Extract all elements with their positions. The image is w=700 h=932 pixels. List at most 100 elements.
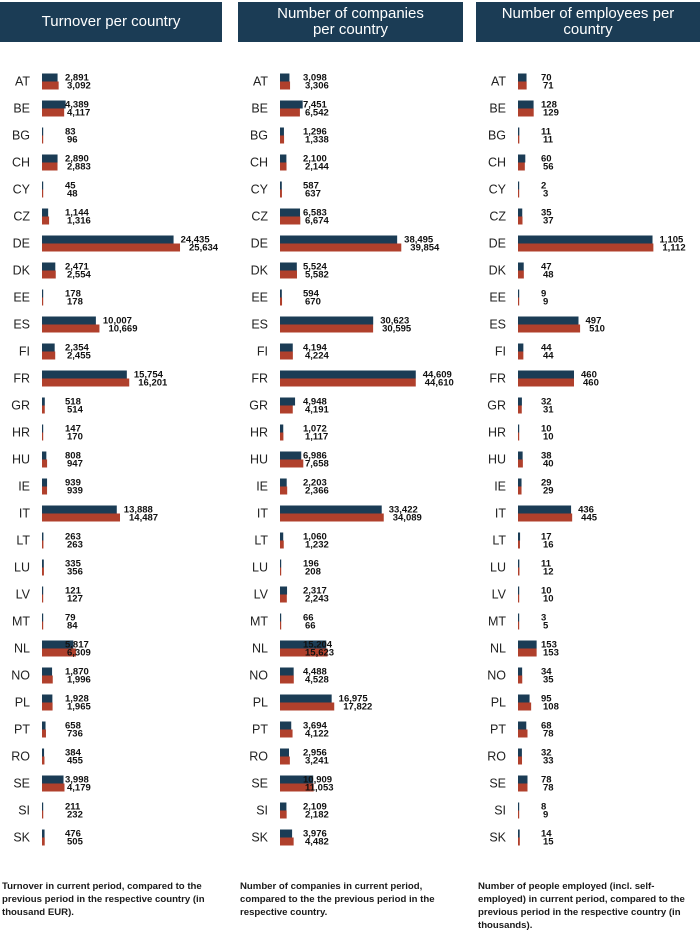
employees-value-current: 497 bbox=[586, 316, 602, 327]
employees-value-previous: 44 bbox=[543, 351, 554, 362]
turnover-bar-previous bbox=[42, 594, 44, 603]
turnover-bar-current bbox=[42, 532, 44, 541]
turnover-bar-previous bbox=[42, 486, 48, 495]
employees-value-previous: 29 bbox=[543, 486, 554, 497]
turnover-value-previous: 514 bbox=[67, 405, 84, 416]
employees-category-label: PL bbox=[491, 696, 506, 710]
employees-bar-previous bbox=[518, 378, 574, 387]
companies-bar-previous bbox=[280, 189, 282, 198]
turnover-bar-previous bbox=[42, 459, 48, 468]
companies-value-previous: 5,582 bbox=[305, 270, 329, 281]
turnover-category-label: IE bbox=[18, 480, 30, 494]
employees-value-previous: 108 bbox=[543, 702, 559, 713]
turnover-value-previous: 736 bbox=[67, 729, 83, 740]
employees-value-current: 2 bbox=[541, 181, 546, 192]
turnover-value-current: 10,007 bbox=[103, 316, 132, 327]
companies-bar-current bbox=[280, 424, 284, 433]
turnover-category-label: LU bbox=[14, 561, 30, 575]
companies-category-label: CH bbox=[250, 156, 268, 170]
employees-bar-current bbox=[518, 424, 520, 433]
employees-bar-previous bbox=[518, 270, 524, 279]
turnover-value-current: 384 bbox=[65, 748, 82, 759]
companies-category-label: AT bbox=[253, 75, 268, 89]
employees-category-label: CH bbox=[488, 156, 506, 170]
turnover-value-current: 45 bbox=[65, 181, 76, 192]
employees-value-current: 47 bbox=[541, 262, 552, 273]
companies-bar-previous bbox=[280, 162, 287, 171]
companies-value-current: 2,203 bbox=[303, 478, 327, 489]
turnover-bar-previous bbox=[42, 351, 56, 360]
turnover-value-current: 147 bbox=[65, 424, 81, 435]
companies-bar-current bbox=[280, 640, 327, 649]
turnover-bar-current bbox=[42, 802, 44, 811]
companies-bar-current bbox=[280, 748, 289, 757]
turnover-bar-current bbox=[42, 667, 53, 676]
companies-bar-current bbox=[280, 586, 288, 595]
companies-category-label: RO bbox=[249, 750, 268, 764]
turnover-bar-current bbox=[42, 100, 66, 109]
employees-value-previous: 10 bbox=[543, 594, 554, 605]
employees-value-current: 60 bbox=[541, 154, 552, 165]
turnover-category-label: PL bbox=[15, 696, 30, 710]
employees-category-label: IE bbox=[494, 480, 506, 494]
companies-bar-previous bbox=[280, 81, 291, 90]
turnover-bar-current bbox=[42, 775, 64, 784]
companies-value-previous: 44,610 bbox=[425, 378, 454, 389]
companies-bar-previous bbox=[280, 405, 293, 414]
turnover-bar-previous bbox=[42, 810, 44, 819]
companies-bar-current bbox=[280, 316, 374, 325]
turnover-value-current: 1,928 bbox=[65, 694, 89, 705]
turnover-value-current: 79 bbox=[65, 613, 76, 624]
employees-value-previous: 11 bbox=[543, 135, 554, 146]
companies-value-previous: 4,224 bbox=[305, 351, 329, 362]
turnover-value-previous: 84 bbox=[67, 621, 78, 632]
employees-value-previous: 78 bbox=[543, 783, 554, 794]
turnover-bar-current bbox=[42, 154, 58, 163]
employees-bar-current bbox=[518, 694, 530, 703]
companies-bar-current bbox=[280, 289, 282, 298]
companies-value-current: 2,317 bbox=[303, 586, 327, 597]
turnover-bar-previous bbox=[42, 216, 50, 225]
turnover-value-current: 476 bbox=[65, 829, 81, 840]
turnover-value-previous: 127 bbox=[67, 594, 83, 605]
companies-bar-current bbox=[280, 775, 314, 784]
employees-bar-current bbox=[518, 559, 520, 568]
companies-bar-current bbox=[280, 397, 296, 406]
companies-category-label: CY bbox=[251, 183, 269, 197]
employees-bar-current bbox=[518, 343, 524, 352]
turnover-panel-title: Turnover per country bbox=[0, 2, 222, 42]
turnover-bar-current bbox=[42, 559, 44, 568]
employees-value-previous: 37 bbox=[543, 216, 554, 227]
turnover-bar-current bbox=[42, 127, 44, 136]
employees-category-label: RO bbox=[487, 750, 506, 764]
employees-category-label: FR bbox=[489, 372, 506, 386]
employees-value-current: 11 bbox=[541, 127, 552, 138]
turnover-value-previous: 3,092 bbox=[67, 81, 91, 92]
companies-bar-current bbox=[280, 127, 284, 136]
turnover-bar-current bbox=[42, 640, 74, 649]
employees-value-current: 153 bbox=[541, 640, 557, 651]
companies-value-previous: 4,482 bbox=[305, 837, 329, 848]
turnover-bar-previous bbox=[42, 621, 44, 630]
employees-bar-previous bbox=[518, 567, 520, 576]
turnover-category-label: FR bbox=[13, 372, 30, 386]
employees-category-label: NL bbox=[490, 642, 506, 656]
employees-bar-previous bbox=[518, 162, 525, 171]
companies-category-label: IT bbox=[257, 507, 268, 521]
turnover-value-previous: 96 bbox=[67, 135, 78, 146]
companies-category-label: SE bbox=[251, 777, 268, 791]
companies-bar-previous bbox=[280, 675, 294, 684]
employees-bar-previous bbox=[518, 297, 520, 306]
companies-bar-previous bbox=[280, 729, 293, 738]
companies-value-current: 38,495 bbox=[404, 235, 434, 246]
employees-bar-previous bbox=[518, 216, 523, 225]
companies-category-label: LT bbox=[254, 534, 268, 548]
turnover-value-current: 2,891 bbox=[65, 73, 89, 84]
companies-bar-current bbox=[280, 100, 303, 109]
employees-bar-current bbox=[518, 505, 572, 514]
companies-value-previous: 2,366 bbox=[305, 486, 329, 497]
companies-bar-previous bbox=[280, 432, 284, 441]
turnover-bar-previous bbox=[42, 135, 44, 144]
turnover-value-previous: 1,996 bbox=[67, 675, 91, 686]
turnover-category-label: CY bbox=[13, 183, 31, 197]
